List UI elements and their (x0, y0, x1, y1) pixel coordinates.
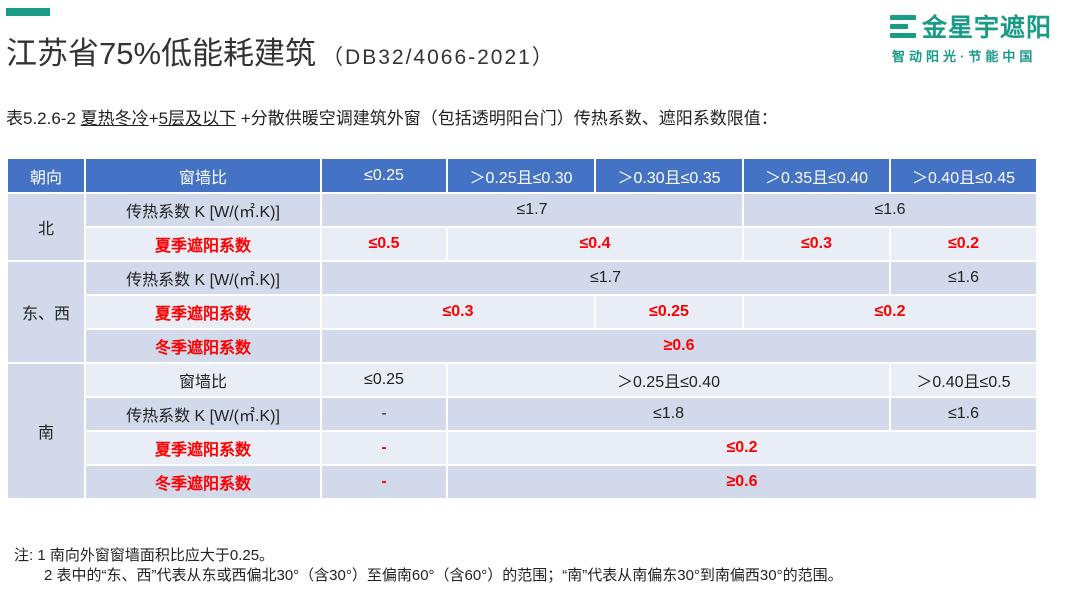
table-row: 夏季遮阳系数 - ≤0.2 (7, 430, 1038, 466)
table-notes: 注: 1 南向外窗窗墙面积比应大于0.25。 2 表中的“东、西”代表从东或西偏… (14, 546, 843, 586)
title-main: 江苏省75%低能耗建筑 (6, 36, 317, 71)
note-2: 2 表中的“东、西”代表从东或西偏北30°（含30°）至偏南60°（含60°）的… (44, 567, 843, 584)
cell-value: ≤1.6 (889, 396, 1038, 432)
table-row: 冬季遮阳系数 - ≥0.6 (7, 464, 1038, 500)
cell-value: ≤1.6 (742, 192, 1038, 228)
note-1: 注: 1 南向外窗窗墙面积比应大于0.25。 (14, 547, 275, 564)
header-col-5: ＞0.40且≤0.45 (889, 157, 1038, 194)
logo-slogan: 智动阳光·节能中国 (892, 49, 1037, 64)
row-label: 冬季遮阳系数 (84, 328, 322, 364)
caption-prefix: 表5.2.6-2 (6, 109, 81, 128)
cell-value: ≤0.25 (320, 362, 448, 398)
caption-rest: +分散供暖空调建筑外窗（包括透明阳台门）传热系数、遮阳系数限值： (236, 109, 778, 128)
header-col-3: ＞0.30且≤0.35 (594, 157, 744, 194)
cell-value: ≥0.6 (320, 328, 1038, 364)
cell-value: ≤0.2 (742, 294, 1038, 330)
row-label: 传热系数 K [W/(㎡.K)] (84, 260, 322, 296)
cell-value: ≤0.2 (446, 430, 1038, 466)
header-orientation: 朝向 (6, 157, 86, 194)
accent-bar (6, 8, 50, 16)
logo-name: 金星宇遮阳 (922, 14, 1053, 42)
cell-value: ≤0.2 (889, 226, 1038, 262)
standard-code: （DB32/4066-2021） (322, 46, 555, 69)
limit-table: 朝向 窗墙比 ≤0.25 ＞0.25且≤0.30 ＞0.30且≤0.35 ＞0.… (6, 157, 1038, 500)
brand-logo: 金星宇遮阳 智动阳光·节能中国 (890, 8, 1076, 66)
table-row: 南 窗墙比 ≤0.25 ＞0.25且≤0.40 ＞0.40且≤0.5 (6, 362, 1038, 500)
orientation-south: 南 (6, 362, 86, 500)
cell-value: ≤1.8 (446, 396, 891, 432)
logo-mark-icon (890, 13, 916, 39)
table-row: 夏季遮阳系数 ≤0.5 ≤0.4 ≤0.3 ≤0.2 (7, 226, 1038, 262)
cell-value: ＞0.40且≤0.5 (889, 362, 1038, 398)
row-label: 夏季遮阳系数 (84, 430, 322, 466)
orientation-east-west: 东、西 (6, 260, 86, 364)
row-label: 夏季遮阳系数 (84, 294, 322, 330)
table-row: 夏季遮阳系数 ≤0.3 ≤0.25 ≤0.2 (7, 294, 1038, 330)
cell-value: - (320, 464, 448, 500)
cell-value: - (320, 430, 448, 466)
caption-climate: 夏热冬冷 (80, 109, 149, 128)
header-col-1: ≤0.25 (320, 157, 448, 194)
row-label: 冬季遮阳系数 (84, 464, 322, 500)
row-label: 夏季遮阳系数 (84, 226, 322, 262)
table-caption: 表5.2.6-2 夏热冬冷+5层及以下 +分散供暖空调建筑外窗（包括透明阳台门）… (6, 104, 778, 129)
page-title: 江苏省75%低能耗建筑 （DB32/4066-2021） (6, 28, 555, 73)
row-label: 传热系数 K [W/(㎡.K)] (84, 396, 322, 432)
cell-value: ≥0.6 (446, 464, 1038, 500)
caption-plus: + (148, 109, 159, 128)
row-label: 传热系数 K [W/(㎡.K)] (84, 192, 322, 228)
cell-value: ≤0.3 (320, 294, 596, 330)
table-row: 北 传热系数 K [W/(㎡.K)] ≤1.7 ≤1.6 (6, 192, 1038, 262)
cell-value: - (320, 396, 448, 432)
cell-value: ≤0.25 (594, 294, 744, 330)
table-row: 冬季遮阳系数 ≥0.6 (7, 328, 1038, 364)
table-row: 东、西 传热系数 K [W/(㎡.K)] ≤1.7 ≤1.6 (6, 260, 1038, 364)
cell-value: ≤1.6 (889, 260, 1038, 296)
orientation-north: 北 (6, 192, 86, 262)
table-header-row: 朝向 窗墙比 ≤0.25 ＞0.25且≤0.30 ＞0.30且≤0.35 ＞0.… (6, 157, 1038, 194)
cell-value: ≤0.4 (446, 226, 744, 262)
cell-value: ≤0.3 (742, 226, 891, 262)
cell-value: ＞0.25且≤0.40 (446, 362, 891, 398)
header-ratio: 窗墙比 (84, 157, 322, 194)
caption-floors: 5层及以下 (158, 109, 237, 128)
row-label: 窗墙比 (84, 362, 322, 398)
cell-value: ≤1.7 (320, 192, 744, 228)
table-row: 传热系数 K [W/(㎡.K)] - ≤1.8 ≤1.6 (7, 396, 1038, 432)
cell-value: ≤0.5 (320, 226, 448, 262)
cell-value: ≤1.7 (320, 260, 891, 296)
header-col-4: ＞0.35且≤0.40 (742, 157, 891, 194)
header-col-2: ＞0.25且≤0.30 (446, 157, 596, 194)
